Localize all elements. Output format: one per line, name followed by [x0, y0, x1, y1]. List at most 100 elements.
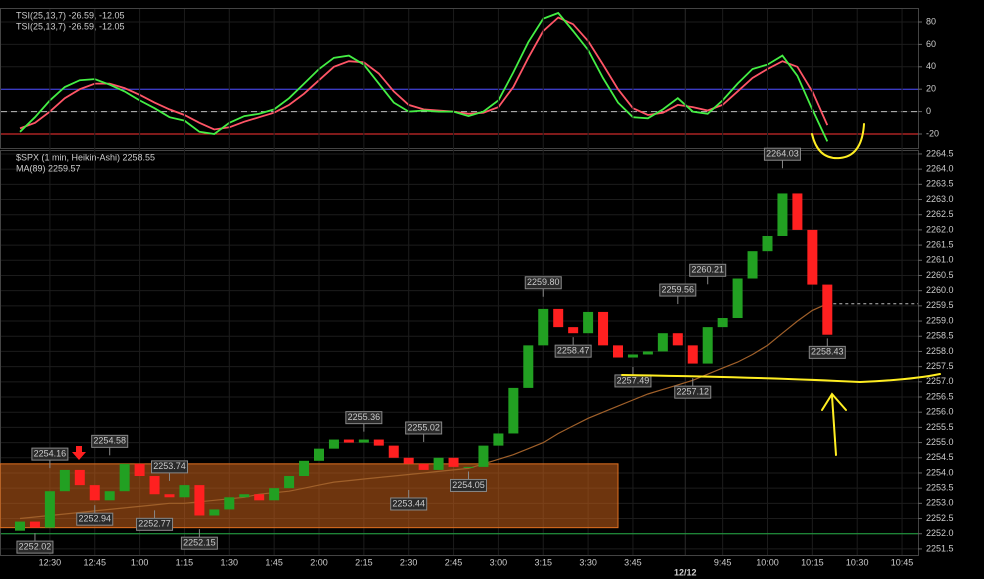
x-tick-label: 2:15: [355, 557, 373, 567]
annotation-box: [450, 478, 487, 492]
candle: [299, 460, 310, 477]
x-tick-label: 12:45: [83, 557, 106, 567]
candle: [224, 497, 235, 510]
series-line: [19, 16, 829, 131]
candle: [314, 448, 324, 461]
candle: [598, 311, 609, 346]
y-tick-label: 2264.0: [926, 164, 954, 174]
candle: [463, 466, 474, 468]
candle: [388, 445, 399, 458]
y-tick-label: 60: [926, 39, 936, 49]
candle: [134, 463, 145, 477]
annotation-label: 2255.36: [348, 412, 381, 422]
y-tick-label: 2255.0: [926, 437, 954, 447]
candle: [702, 327, 713, 364]
y-tick-label: 2261.0: [926, 255, 954, 265]
annotation-box: [808, 345, 846, 359]
annotation-box: [689, 263, 727, 277]
x-tick-label: 3:00: [490, 557, 508, 567]
x-tick-label: 10:45: [891, 557, 914, 567]
candle: [418, 463, 429, 470]
y-tick-label: 2254.0: [926, 467, 954, 477]
y-tick-label: 20: [926, 84, 936, 94]
annotation-label: 2254.16: [34, 448, 67, 458]
y-tick-label: 2262.5: [926, 209, 954, 219]
annotation-label: 2259.80: [527, 277, 560, 287]
y-tick-label: 2259.0: [926, 315, 954, 325]
y-tick-label: 2258.0: [926, 346, 954, 356]
x-tick-label: 1:30: [221, 557, 239, 567]
hand-arrow: [821, 392, 847, 456]
hand-curve: [811, 123, 865, 160]
candle: [44, 491, 55, 528]
y-tick-label: 2263.0: [926, 194, 954, 204]
y-tick-label: 2264.5: [926, 148, 954, 158]
candle: [29, 521, 40, 528]
y-tick-label: 2260.5: [926, 270, 954, 280]
candle: [254, 494, 265, 501]
candle: [642, 351, 653, 355]
candle: [762, 235, 773, 252]
annotation-box: [31, 447, 69, 461]
candle: [15, 521, 25, 531]
candle: [239, 494, 250, 498]
annotation-box: [763, 147, 801, 161]
candle: [373, 439, 384, 446]
candle: [732, 278, 743, 319]
candle: [284, 476, 295, 489]
annotation-label: 2257.12: [676, 387, 709, 397]
candle: [717, 318, 728, 328]
y-tick-label: 2251.5: [926, 543, 954, 553]
y-tick-label: 2254.5: [926, 452, 954, 462]
candle: [433, 457, 444, 470]
y-tick-label: 2263.5: [926, 179, 954, 189]
candle: [523, 345, 534, 388]
candle: [538, 308, 549, 346]
legend-entry: $SPX (1 min, Heikin-Ashi) 2258.55: [16, 152, 155, 162]
annotation-label: 2254.05: [452, 480, 485, 490]
x-tick-label: 3:15: [534, 557, 552, 567]
x-tick-label: 10:15: [801, 557, 824, 567]
candle: [478, 445, 489, 467]
candle: [59, 469, 70, 492]
candle: [583, 311, 594, 334]
candle: [358, 439, 369, 443]
annotation-label: 2253.44: [392, 498, 425, 508]
annotation-label: 2253.74: [153, 461, 186, 471]
annotation-label: 2259.56: [662, 284, 695, 294]
candle: [822, 284, 833, 335]
y-tick-label: -20: [926, 128, 939, 138]
annotation-box: [345, 411, 383, 425]
tsi-frame: [0, 8, 919, 149]
y-tick-label: 80: [926, 16, 936, 26]
candle: [508, 387, 519, 434]
legend-entry: TSI(25,13,7) -26.59, -12.05: [16, 10, 125, 20]
y-tick-label: 2259.5: [926, 300, 954, 310]
annotation-label: 2264.03: [766, 149, 799, 159]
signal-arrow: [72, 446, 86, 460]
candle: [209, 509, 220, 516]
candle: [448, 457, 459, 467]
annotation-label: 2255.02: [407, 422, 440, 432]
x-tick-label: 2:00: [310, 557, 328, 567]
annotation-box: [674, 385, 712, 399]
y-tick-label: 2253.0: [926, 498, 954, 508]
candle: [104, 491, 115, 501]
candle: [568, 327, 579, 334]
candle: [687, 345, 698, 364]
hand-drawing: [621, 123, 941, 456]
candle: [777, 193, 788, 236]
annotation-box: [16, 540, 54, 554]
annotation-box: [151, 460, 188, 474]
annotation-box: [659, 283, 697, 297]
candle: [493, 433, 504, 446]
hand-line: [621, 373, 941, 384]
candle: [672, 333, 683, 346]
candle: [164, 494, 175, 498]
legend-entry: TSI(25,13,7) -26.59, -12.05: [16, 21, 125, 31]
y-tick-label: 2261.5: [926, 239, 954, 249]
y-tick-label: 2252.5: [926, 513, 954, 523]
candle: [194, 485, 205, 516]
plot-layer: -20 0 20 40 60 80 TSI(25,13,7) -26.59, -12.05T…: [0, 9, 954, 577]
